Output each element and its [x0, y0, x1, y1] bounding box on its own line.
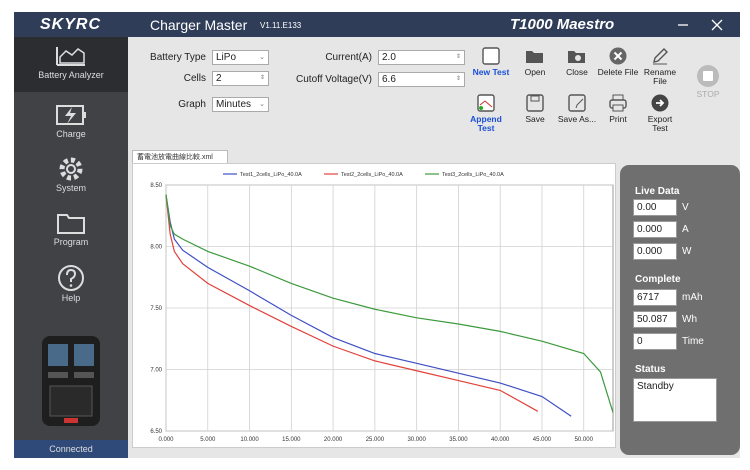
model: T1000 Maestro [510, 16, 615, 33]
save-as-button[interactable]: Save As... [556, 93, 598, 124]
x-tick-label: 40.000 [491, 437, 510, 443]
new-test-button[interactable]: New Test [470, 46, 512, 77]
series-line [165, 194, 539, 412]
current-input[interactable]: 2.0 ⇕ [378, 50, 465, 65]
value-box: 0.000 [633, 221, 677, 238]
y-tick-label: 7.00 [150, 368, 162, 374]
field-value: LiPo [216, 52, 237, 63]
series-line [165, 194, 572, 417]
y-tick-label: 7.50 [150, 306, 162, 312]
x-tick-label: 20.000 [324, 437, 343, 443]
button-label: Close [566, 67, 588, 77]
close-button[interactable]: Close [556, 46, 598, 77]
series-line [165, 194, 614, 413]
field-value: 2 [216, 73, 222, 84]
value-box: 0 [633, 333, 677, 350]
export-test-button[interactable]: Export Test [639, 93, 681, 133]
x-tick-label: 35.000 [449, 437, 468, 443]
x-tick-label: 15.000 [282, 437, 301, 443]
logo: SKYRC [40, 16, 102, 33]
nav-label: Program [53, 237, 89, 247]
x-tick-label: 10.000 [240, 437, 259, 443]
nav-system[interactable]: System [14, 150, 128, 202]
value-box: 6717 [633, 289, 677, 306]
unit: mAh [682, 292, 703, 303]
x-tick-label: 50.000 [575, 437, 594, 443]
legend-label: Test2_2cells_LiPo_40.0A [341, 172, 403, 178]
version: V1.11.E133 [260, 21, 302, 30]
print-button[interactable]: Print [597, 93, 639, 124]
unit: W [682, 246, 692, 257]
cells-input[interactable]: 2 ⇕ [212, 71, 269, 86]
nav-label: System [55, 183, 86, 193]
graph-select[interactable]: Minutes ⌄ [212, 97, 269, 112]
value-box: 50.087 [633, 311, 677, 328]
append-test-button[interactable]: Append Test [464, 93, 508, 133]
stop-button[interactable]: STOP [687, 64, 729, 99]
section-title: Status [635, 364, 666, 375]
section-title: Live Data [635, 186, 680, 197]
status-box: Standby [633, 378, 717, 422]
rename-file-button[interactable]: Rename File [639, 46, 681, 86]
button-label: Rename File [643, 67, 677, 86]
unit: A [682, 224, 689, 235]
file-tab[interactable]: 蓄電池放電曲線比較.xml [132, 150, 228, 164]
value-box: 0.00 [633, 199, 677, 216]
button-label: Print [609, 114, 627, 124]
nav-label: Help [61, 293, 81, 303]
nav-charge[interactable]: Charge [14, 96, 128, 148]
nav-program[interactable]: Program [14, 204, 128, 256]
nav-label: Battery Analyzer [38, 70, 104, 80]
field-label: Cells [183, 73, 206, 84]
button-label: STOP [696, 89, 720, 99]
battery-type-select[interactable]: LiPo ⌄ [212, 50, 269, 65]
nav-help[interactable]: Help [14, 258, 128, 310]
button-label: Delete File [597, 67, 639, 77]
button-label: Open [524, 67, 546, 77]
chart: 6.50 7.00 7.50 8.00 8.50 0.000 5.000 10.000 15.0… [132, 163, 616, 448]
y-tick-label: 8.50 [150, 183, 162, 189]
button-label: Save As... [557, 114, 597, 124]
cutoff-input[interactable]: 6.6 ⇕ [378, 72, 465, 87]
unit: Time [682, 336, 704, 347]
unit: V [682, 202, 689, 213]
button-label: Export Test [647, 114, 673, 133]
section-title: Complete [635, 274, 681, 285]
legend-label: Test1_2cells_LiPo_40.0A [240, 172, 302, 178]
field-value: 6.6 [382, 74, 396, 85]
button-label: Save [525, 114, 545, 124]
x-tick-label: 5.000 [200, 437, 216, 443]
field-value: 2.0 [382, 52, 396, 63]
delete-file-button[interactable]: Delete File [597, 46, 639, 77]
value-box: 0.000 [633, 243, 677, 260]
device-image [42, 336, 100, 426]
button-label: New Test [472, 67, 510, 77]
open-button[interactable]: Open [514, 46, 556, 77]
legend-label: Test3_2cells_LiPo_40.0A [442, 172, 504, 178]
field-label: Battery Type [150, 52, 206, 63]
info-panel: Live Data 0.00 V 0.000 A 0.000 W Complete 6… [620, 165, 740, 455]
field-label: Current(A) [325, 52, 372, 63]
x-tick-label: 25.000 [366, 437, 385, 443]
x-tick-label: 45.000 [533, 437, 552, 443]
connection-status: Connected [14, 440, 128, 458]
field-label: Cutoff Voltage(V) [296, 74, 372, 85]
save-button[interactable]: Save [514, 93, 556, 124]
y-tick-label: 8.00 [150, 245, 162, 251]
y-tick-label: 6.50 [150, 429, 162, 435]
x-tick-label: 30.000 [407, 437, 426, 443]
title-bar: SKYRC Charger Master V1.11.E133 T1000 Ma… [14, 12, 740, 37]
nav-label: Charge [56, 129, 86, 139]
nav-battery-analyzer[interactable]: Battery Analyzer [14, 37, 128, 92]
x-tick-label: 0.000 [158, 437, 174, 443]
window-controls [678, 19, 723, 31]
field-label: Graph [178, 99, 206, 110]
unit: Wh [682, 314, 697, 325]
app-name: Charger Master [150, 17, 248, 33]
field-value: Minutes [216, 99, 252, 110]
button-label: Append Test [470, 114, 502, 133]
close[interactable] [711, 19, 723, 31]
